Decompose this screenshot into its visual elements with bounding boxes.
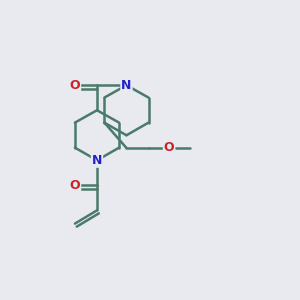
Text: O: O xyxy=(70,179,80,192)
Text: N: N xyxy=(92,154,102,167)
Text: O: O xyxy=(70,79,80,92)
Text: O: O xyxy=(164,141,175,154)
Text: N: N xyxy=(121,79,132,92)
